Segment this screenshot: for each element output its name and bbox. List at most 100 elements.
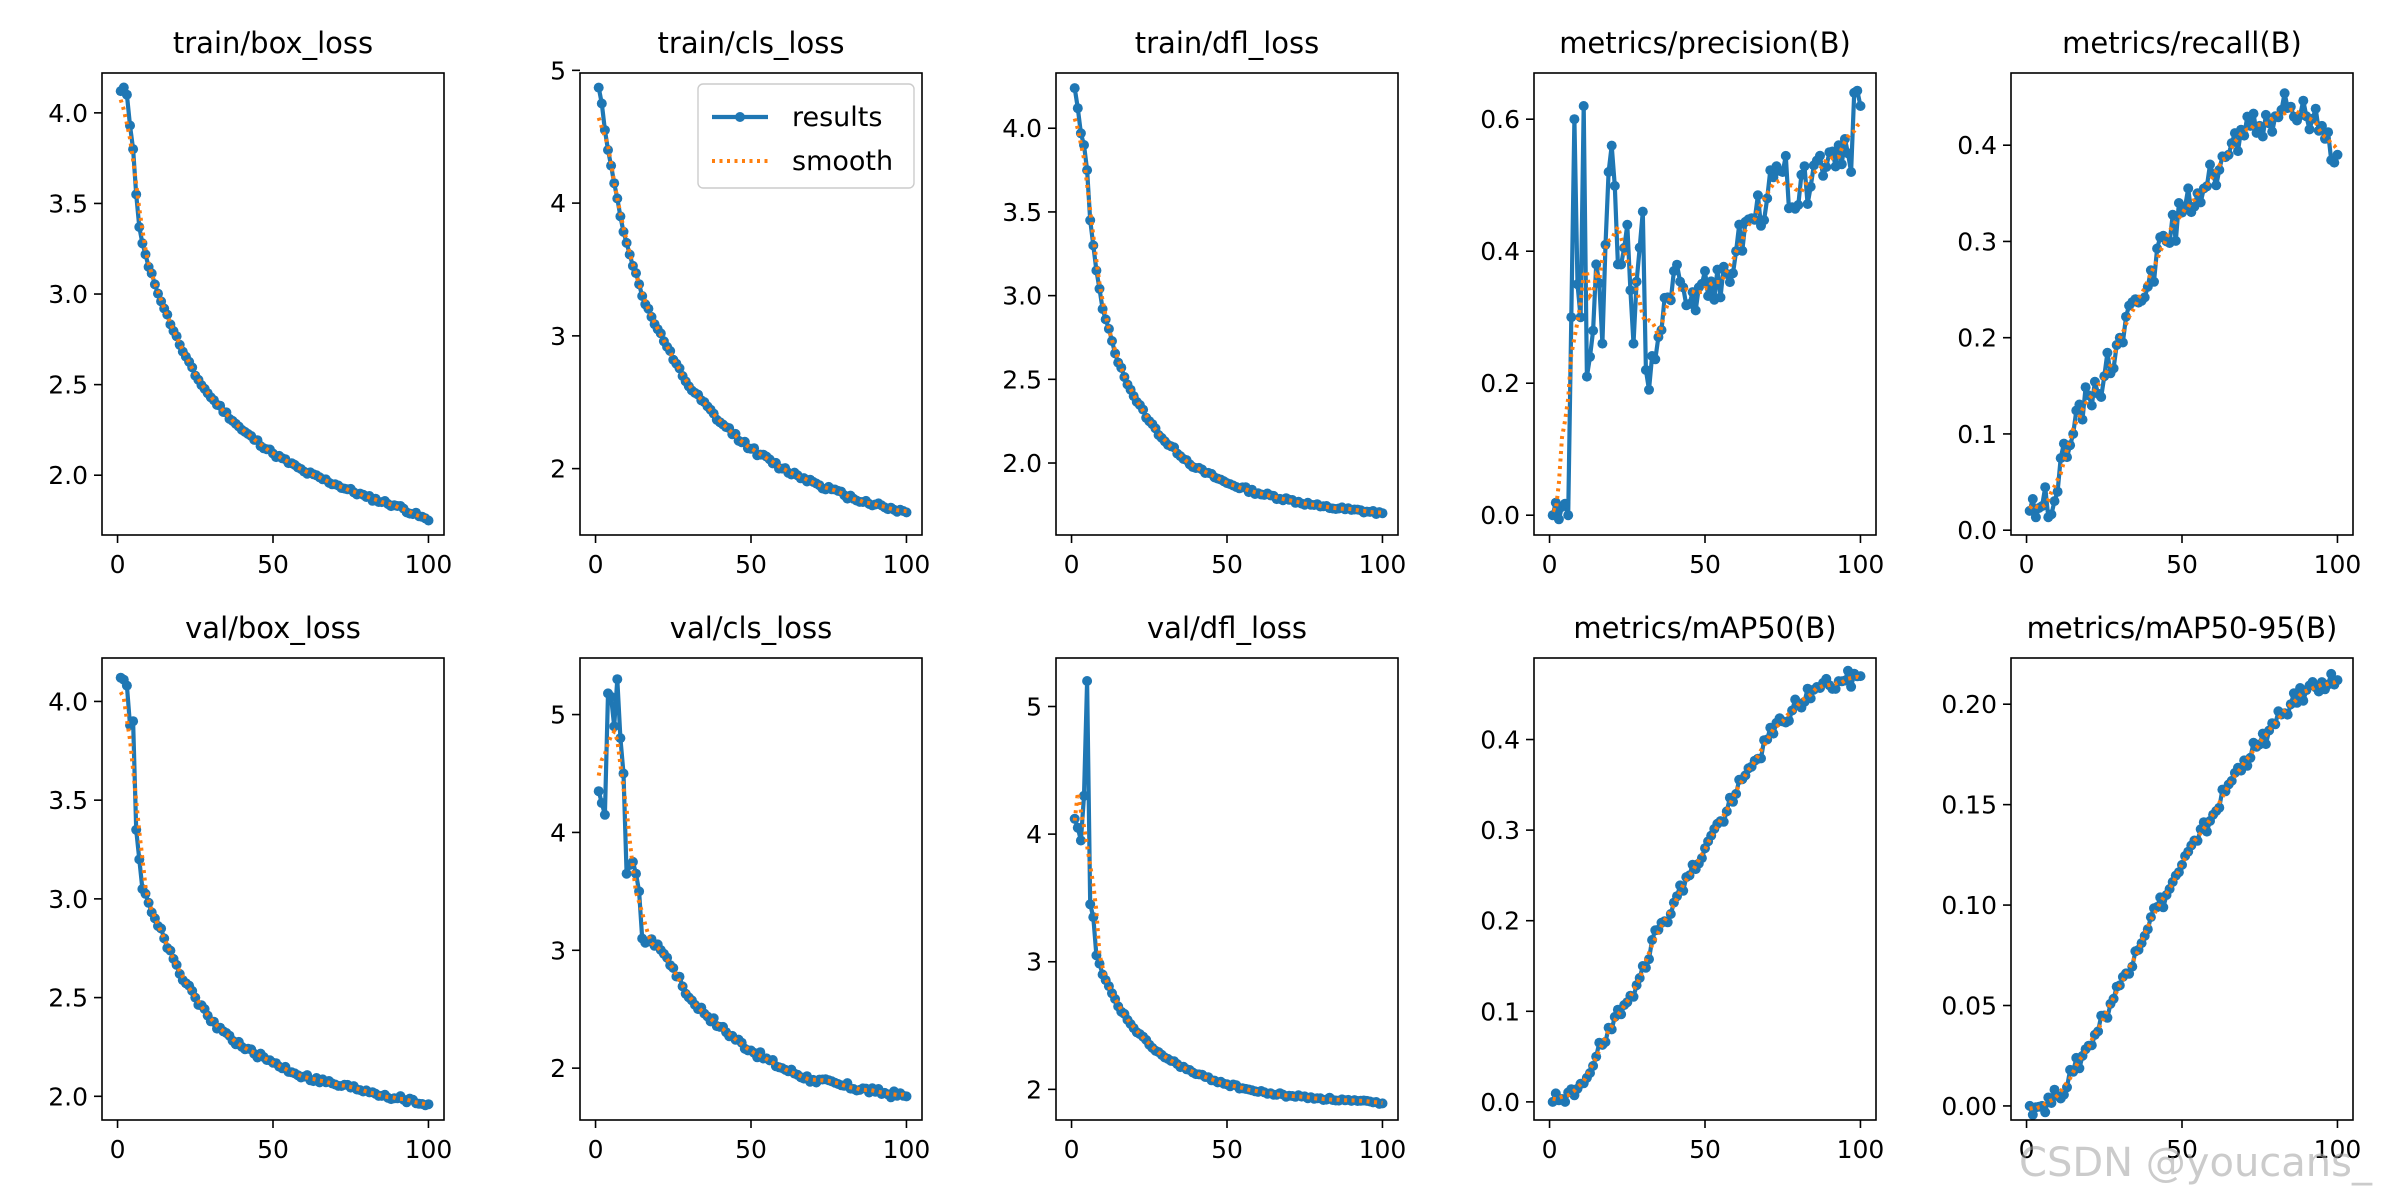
results-point	[1715, 292, 1726, 303]
results-point	[2046, 509, 2057, 520]
results-line	[596, 677, 907, 1100]
y-tick-label: 0.00	[1941, 1092, 1997, 1121]
results-point	[1833, 140, 1844, 151]
y-tick-label: 0.4	[1957, 131, 1997, 160]
results-point	[2030, 512, 2041, 523]
x-tick-label: 50	[2166, 1135, 2198, 1164]
results-point	[1585, 351, 1595, 362]
y-tick-label: 2.0	[1002, 449, 1042, 478]
results-point	[2245, 752, 2256, 763]
results-point	[2332, 149, 2343, 160]
results-point	[1650, 354, 1661, 365]
axes-frame	[101, 657, 445, 1121]
y-tick-label: 0.4	[1480, 237, 1520, 266]
chart-title: metrics/mAP50-95(B)	[2027, 611, 2338, 645]
results-point	[599, 809, 610, 820]
results-point	[2298, 95, 2309, 106]
results-point	[1796, 169, 1807, 180]
results-point	[2049, 496, 2060, 507]
results-point	[1563, 510, 1574, 521]
results-point	[1079, 790, 1089, 801]
results-point	[1640, 962, 1651, 973]
y-tick-label: 2.5	[1002, 365, 1042, 394]
results-point	[596, 98, 607, 109]
y-tick-label: 2.5	[48, 371, 88, 400]
plot-area	[1547, 665, 1866, 1107]
results-point	[1799, 161, 1810, 172]
results-point	[1647, 935, 1658, 945]
x-tick-label: 50	[735, 1135, 767, 1164]
results-point	[637, 291, 648, 301]
results-point	[1768, 172, 1779, 183]
results-point	[609, 178, 620, 189]
results-point	[2167, 209, 2178, 220]
chart-metrics-precision-b: metrics/precision(B) 0 50 100 0.0 0.2 0.4 0.6	[1480, 26, 1884, 579]
plot-area	[1069, 83, 1388, 519]
results-point	[2304, 124, 2315, 135]
y-tick-label: 3	[1026, 948, 1042, 977]
plot-area	[1069, 676, 1388, 1109]
y-tick-label: 0.4	[1480, 726, 1520, 755]
results-point	[1640, 365, 1651, 375]
results-point	[1594, 278, 1605, 289]
chart-title: train/cls_loss	[658, 26, 845, 60]
results-point	[2158, 902, 2169, 913]
chart-metrics-map50-b: metrics/mAP50(B) 0 50 100 0.0 0.1 0.2 0.3 0.4	[1480, 611, 1884, 1164]
results-point	[1069, 83, 1080, 94]
results-point	[2149, 276, 2159, 287]
y-tick-label: 0.20	[1941, 690, 1997, 719]
results-point	[134, 222, 145, 232]
results-point	[593, 82, 604, 93]
results-point	[1103, 323, 1114, 334]
legend-smooth-label: smooth	[792, 146, 893, 177]
x-tick-label: 100	[2314, 550, 2362, 579]
results-point	[2027, 494, 2038, 504]
y-tick-label: 3	[550, 322, 566, 351]
results-point	[1700, 266, 1710, 276]
results-point	[1762, 193, 1773, 204]
chart-val-dfl-loss: val/dfl_loss 0 50 100 2 3 4 5	[1026, 611, 1406, 1164]
smooth-line	[596, 727, 907, 1098]
results-point	[1752, 190, 1763, 201]
results-line	[1550, 668, 1861, 1104]
results-point	[2086, 400, 2097, 411]
axes-frame	[1533, 657, 1877, 1121]
results-point	[1718, 816, 1729, 827]
x-tick-label: 0	[1542, 550, 1558, 579]
y-tick-label: 0.3	[1480, 816, 1520, 845]
results-point	[2040, 1107, 2051, 1118]
y-tick-label: 3.5	[48, 189, 88, 218]
results-point	[1572, 279, 1583, 290]
results-point	[1075, 835, 1086, 846]
results-point	[1836, 159, 1847, 170]
y-tick-label: 2	[550, 455, 566, 484]
x-tick-label: 50	[257, 1135, 289, 1164]
results-point	[1616, 259, 1627, 270]
x-tick-label: 50	[257, 550, 289, 579]
results-point	[2102, 1012, 2113, 1023]
smooth-line	[1552, 674, 1862, 1102]
results-point	[2074, 399, 2085, 410]
results-point	[1805, 181, 1816, 192]
results-point	[2260, 739, 2271, 750]
results-point	[2183, 183, 2194, 194]
chart-metrics-recall-b: metrics/recall(B) 0 50 100 0.0 0.1 0.2 0.3 0.4	[1957, 26, 2361, 579]
results-point	[1855, 671, 1866, 682]
results-point	[1690, 305, 1701, 316]
y-tick-label: 4	[1026, 820, 1042, 849]
y-tick-label: 0.6	[1480, 105, 1520, 134]
results-point	[1634, 242, 1645, 253]
results-point	[1805, 693, 1816, 704]
y-tick-label: 5	[550, 701, 566, 730]
plot-area	[1547, 85, 1866, 525]
chart-metrics-map50-95-b: metrics/mAP50-95(B) 0 50 100 0.00 0.05 0.10 0.1…	[1941, 611, 2361, 1164]
results-point	[2121, 311, 2131, 322]
x-tick-label: 100	[1837, 1135, 1885, 1164]
y-tick-label: 4.0	[1002, 114, 1042, 143]
y-tick-label: 0.1	[1480, 997, 1520, 1026]
results-point	[2316, 120, 2327, 131]
results-point	[2027, 1109, 2038, 1120]
results-point	[1728, 268, 1738, 279]
results-point	[1724, 277, 1735, 288]
